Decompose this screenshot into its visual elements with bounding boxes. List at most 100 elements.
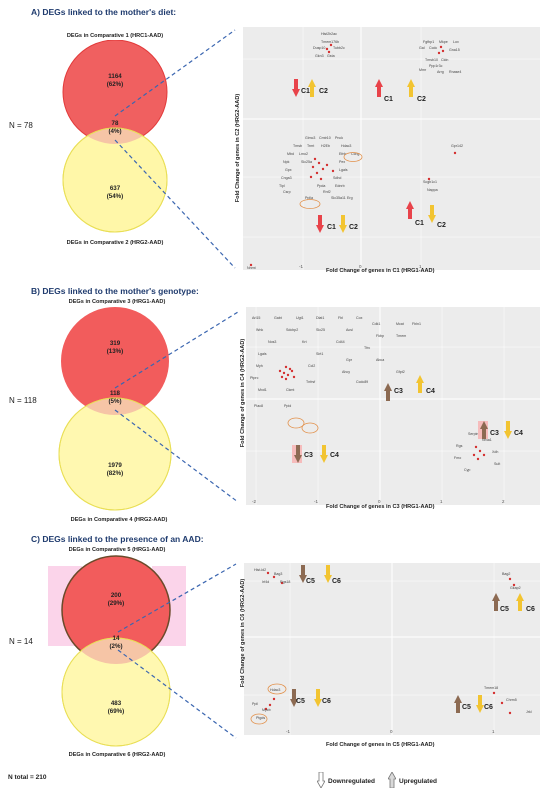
gene-label: Myh xyxy=(256,364,263,368)
scatter-plot-b-marks: Arl15 Gabt Ugt1 Dlat1 Fbl Cox Cdk1 Mcat … xyxy=(246,307,540,505)
gene-label: Gkap2 xyxy=(510,586,521,590)
gene-label: Gpx xyxy=(285,168,292,172)
gene-label: Ccdc xyxy=(429,46,437,50)
gene-label: H2Eb xyxy=(321,144,330,148)
gene-label: Ugt1 xyxy=(296,316,304,320)
legend-upregulated: Upregulated xyxy=(399,778,437,785)
plot-c-y-label: Fold Change of genes in C6 (HRG2-AAD) xyxy=(240,578,246,688)
scatter-plot-c-gene-labels: Hist-ld2 Bag3 Irf4d Rgs18 Bag2 Gkap2 Hda… xyxy=(252,568,532,720)
gene-label: Fmo xyxy=(454,456,461,460)
venn-b-top-circle xyxy=(61,307,169,415)
arrow-label: C1 xyxy=(415,220,424,227)
gene-label: Cox xyxy=(356,316,363,320)
gene-label: Efnb xyxy=(339,152,346,156)
section-c-n: N = 14 xyxy=(9,637,33,646)
up-arrow-icon xyxy=(388,772,396,788)
gene-label: Mycb xyxy=(262,708,271,712)
gene-label: Ppp1r3c xyxy=(429,64,443,68)
scatter-plot-a xyxy=(243,27,540,270)
gene-label: Chrm5 xyxy=(506,698,517,702)
venn-c-mid-count: 14 (2%) xyxy=(109,635,123,650)
gene-label: Plac8 xyxy=(254,404,263,408)
gene-label: Ptprc xyxy=(250,376,259,380)
gene-label: Tipl xyxy=(279,184,285,188)
venn-c-top-label: DEGs in Comparative 5 (HRG1-AAD) xyxy=(68,547,166,553)
venn-a-mid-count: 78 (4%) xyxy=(108,120,122,135)
down-arrow-icon xyxy=(317,772,325,788)
scatter-plot-a-gene-labels: Hist2h2ac Tmem176b Dusp10 Tubb2c Gsta Gk… xyxy=(247,32,463,270)
gene-label: Tmem18 xyxy=(484,686,498,690)
venn-a-top-count: 1164 (62%) xyxy=(106,73,124,88)
plot-b-y-label: Fold Change of genes in C4 (HRG2-AAD) xyxy=(240,338,246,448)
gene-label: Nappa xyxy=(427,188,438,192)
gene-label: Pex xyxy=(339,160,345,164)
gene-label: Gkn3 xyxy=(315,54,324,58)
gene-label: Serpina xyxy=(468,432,480,436)
legend-downregulated: Downregulated xyxy=(328,778,375,785)
x-tick: -1 xyxy=(299,264,303,269)
gene-label: Fkbp xyxy=(376,334,384,338)
gene-label: Gabt xyxy=(274,316,282,320)
venn-c-top-count: 200 (29%) xyxy=(107,592,125,607)
gene-label: Nr4a1 xyxy=(482,438,492,442)
x-tick: 0 xyxy=(378,499,381,504)
gene-label: Gimc3 xyxy=(305,136,315,140)
venn-c-bottom-label: DEGs in Comparative 6 (HRG2-AAD) xyxy=(68,752,166,758)
gene-label: Mcat xyxy=(396,322,404,326)
gene-label: Cdk1 xyxy=(372,322,380,326)
gene-label: Nos3 xyxy=(268,340,276,344)
arrow-label: C2 xyxy=(349,224,358,231)
plot-a-y-label: Fold Change of genes in C2 (HRG2-AAD) xyxy=(235,93,241,203)
leader-lines-c xyxy=(117,563,237,739)
gene-label: Ckmt xyxy=(286,388,294,392)
x-tick: 0 xyxy=(359,264,362,269)
gene-label: Bag2 xyxy=(502,572,510,576)
venn-c-bottom-count: 483 (69%) xyxy=(107,700,125,715)
gene-label: Mxd1 xyxy=(258,388,267,392)
venn-b xyxy=(58,307,172,511)
gene-label: Slc25a xyxy=(301,160,312,164)
scatter-plot-b xyxy=(246,307,540,505)
gene-label: Tmsb xyxy=(293,144,302,148)
gene-label: Hist-ld2 xyxy=(254,568,266,572)
gene-label: Ccdc89 xyxy=(356,380,368,384)
n-total: N total = 210 xyxy=(8,774,47,781)
gene-label: Rgs18 xyxy=(280,580,290,584)
gene-label: Gfpt2 xyxy=(396,370,405,374)
arrow-label: C1 xyxy=(301,88,310,95)
gene-label: Gpr142 xyxy=(451,144,463,148)
x-tick: 1 xyxy=(440,499,443,504)
gene-label: Sdcbp2 xyxy=(286,328,298,332)
arrow-label: C4 xyxy=(330,452,339,459)
gene-label: Tmem176b xyxy=(321,40,339,44)
gene-label: Tubb2c xyxy=(333,46,345,50)
leader-lines-b xyxy=(114,311,239,503)
gene-label: Pnck xyxy=(335,136,343,140)
gene-label: Abca xyxy=(376,358,384,362)
gene-label: Fbln1 xyxy=(412,322,421,326)
venn-a-bottom-label: DEGs in Comparative 2 (HRG2-AAD) xyxy=(66,240,164,246)
gene-label: Tmsb10 xyxy=(425,58,438,62)
gene-label: Hdac3 xyxy=(341,144,351,148)
gene-label: Rnase4 xyxy=(449,70,461,74)
arrow-label: C6 xyxy=(332,578,341,585)
x-tick: 1 xyxy=(419,264,422,269)
leader-lines-a xyxy=(114,29,236,269)
gene-label: Scgb1c1 xyxy=(423,180,437,184)
gene-label: Cd44 xyxy=(336,340,345,344)
arrow-label: C2 xyxy=(319,88,328,95)
venn-b-bottom-count: 1979 (82%) xyxy=(106,462,124,477)
gene-label: Lmo2 xyxy=(299,152,308,156)
gene-label: Sdhd xyxy=(333,176,341,180)
gene-label: Bag3 xyxy=(274,572,282,576)
gene-label: Ptgds xyxy=(256,716,265,720)
x-tick: 0 xyxy=(390,729,393,734)
plot-a-x-label: Fold Change of genes in C1 (HRG1-AAD) xyxy=(326,268,435,274)
arrow-label: C4 xyxy=(514,430,523,437)
venn-a-top-label: DEGs in Comparative 1 (HRC1-AAD) xyxy=(66,33,164,39)
gene-label: Arrg xyxy=(437,70,444,74)
gene-label: Pplla xyxy=(305,196,313,200)
gene-label: Ccl2 xyxy=(308,364,315,368)
gene-label: Erg xyxy=(347,196,353,200)
arrow-label: C6 xyxy=(484,704,493,711)
